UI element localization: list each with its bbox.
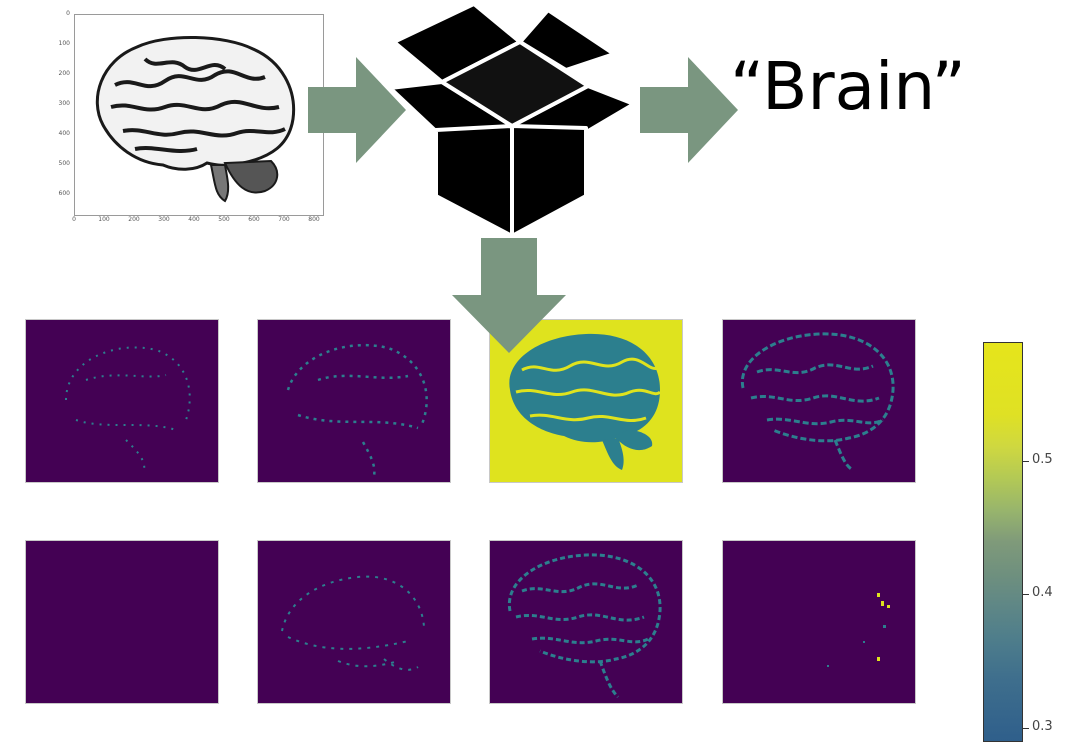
x-tick-label: 300 — [158, 216, 170, 223]
activation-map-highlighted — [489, 319, 683, 483]
activation-pattern — [281, 575, 425, 671]
activation-map — [25, 319, 219, 483]
activation-pattern — [286, 343, 428, 477]
y-tick-label: 600 — [58, 190, 70, 197]
y-tick-label: 500 — [58, 160, 70, 167]
x-tick-label: 600 — [248, 216, 260, 223]
colorbar-label: 0.3 — [1032, 719, 1053, 734]
y-tick-label: 400 — [58, 130, 70, 137]
activation-map — [25, 540, 219, 704]
activation-map — [257, 540, 451, 704]
x-tick-label: 400 — [188, 216, 200, 223]
activation-pattern — [65, 346, 191, 471]
down-arrow-icon — [452, 238, 566, 353]
x-tick-label: 500 — [218, 216, 230, 223]
y-tick-label: 200 — [58, 70, 70, 77]
right-arrow-icon — [640, 57, 738, 163]
brain-illustration — [95, 36, 296, 203]
activation-map — [257, 319, 451, 483]
y-tick-label: 100 — [58, 40, 70, 47]
activation-pattern — [740, 332, 895, 472]
colorbar — [983, 342, 1023, 742]
black-box-icon — [388, 2, 636, 238]
x-tick-label: 0 — [72, 216, 76, 223]
activation-map — [489, 540, 683, 704]
colorbar-tick — [1023, 461, 1029, 462]
activation-pattern — [509, 333, 662, 470]
colorbar-label: 0.5 — [1032, 452, 1053, 467]
y-tick-label: 300 — [58, 100, 70, 107]
output-label: “Brain” — [730, 48, 966, 125]
activation-pattern — [827, 593, 890, 667]
colorbar-label: 0.4 — [1032, 585, 1053, 600]
colorbar-tick — [1023, 594, 1029, 595]
x-tick-label: 200 — [128, 216, 140, 223]
input-image-plot — [74, 14, 324, 216]
right-arrow-icon — [308, 57, 406, 163]
activation-map — [722, 540, 916, 704]
colorbar-tick — [1023, 728, 1029, 729]
x-tick-label: 100 — [98, 216, 110, 223]
y-tick-label: 0 — [66, 10, 70, 17]
x-tick-label: 700 — [278, 216, 290, 223]
x-tick-label: 800 — [308, 216, 320, 223]
activation-map — [722, 319, 916, 483]
activation-pattern — [507, 553, 662, 699]
